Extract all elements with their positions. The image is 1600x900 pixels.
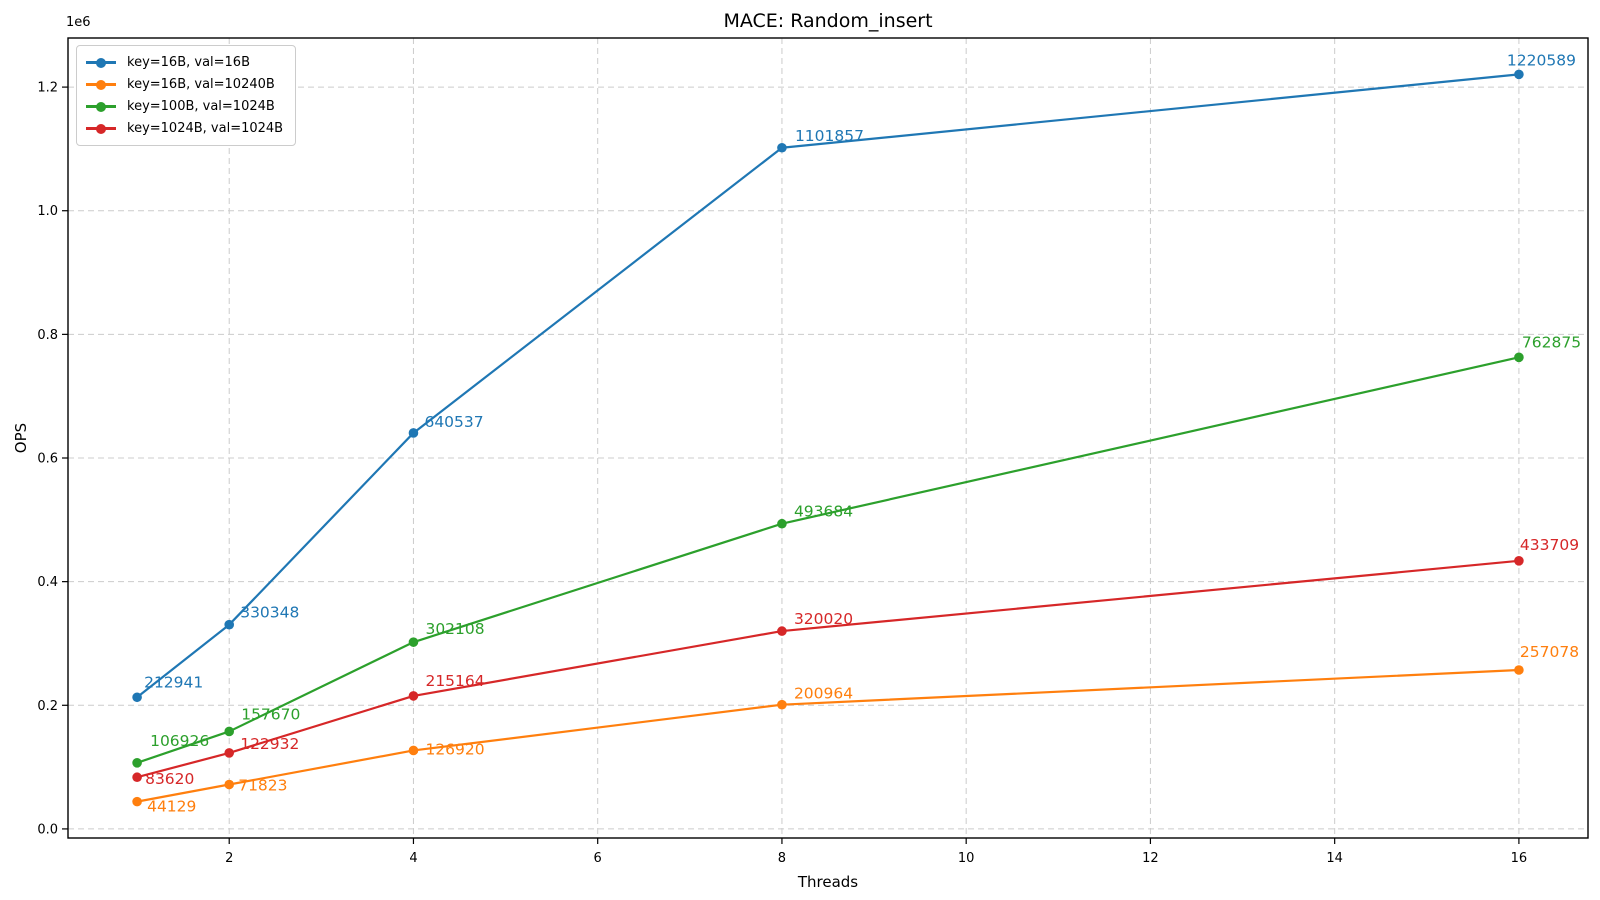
- data-point-label: 106926: [150, 732, 209, 750]
- legend-item: key=16B, val=10240B: [86, 75, 283, 94]
- y-axis-offset-label: 1e6: [66, 15, 91, 30]
- data-point-label: 762875: [1522, 333, 1581, 351]
- data-point-label: 71823: [238, 777, 287, 795]
- legend-line-icon: [86, 123, 116, 134]
- legend-item-label: key=1024B, val=1024B: [127, 121, 284, 136]
- data-point-marker: [408, 637, 419, 647]
- legend-item-label: key=100B, val=1024B: [127, 99, 275, 114]
- data-point-label: 330348: [240, 604, 299, 622]
- y-tick-label: 1.0: [37, 204, 58, 219]
- legend-marker-icon: [96, 79, 106, 90]
- data-point-marker: [1514, 69, 1524, 80]
- data-point-marker: [132, 772, 142, 783]
- legend-item: key=100B, val=1024B: [86, 97, 283, 116]
- legend-item: key=16B, val=16B: [86, 53, 283, 72]
- plot-border: [67, 37, 1589, 839]
- data-point-label: 1101857: [795, 127, 864, 145]
- data-point-marker: [224, 726, 235, 737]
- x-tick-label: 8: [778, 851, 786, 866]
- legend-marker-icon: [96, 57, 106, 68]
- legend-marker-icon: [96, 101, 106, 112]
- y-tick-label: 0.6: [37, 452, 58, 467]
- data-point-label: 122932: [240, 735, 299, 753]
- x-tick-label: 16: [1511, 851, 1528, 866]
- x-tick-label: 6: [594, 851, 602, 866]
- y-axis-label: OPS: [12, 422, 30, 454]
- data-point-marker: [224, 748, 235, 758]
- legend-line-icon: [86, 79, 116, 90]
- data-point-label: 493684: [794, 503, 853, 521]
- legend-marker-icon: [96, 123, 106, 134]
- data-point-label: 126920: [425, 740, 484, 758]
- x-tick-label: 10: [958, 851, 975, 866]
- data-point-label: 640537: [424, 413, 483, 431]
- x-axis-label: Threads: [797, 873, 859, 891]
- data-point-label: 44129: [147, 798, 196, 816]
- data-point-label: 215164: [425, 672, 484, 690]
- data-point-marker: [1514, 556, 1524, 566]
- data-point-marker: [408, 428, 419, 438]
- series-line: [136, 559, 1520, 779]
- legend-item-label: key=16B, val=16B: [127, 55, 250, 70]
- x-tick-label: 14: [1326, 851, 1343, 866]
- data-point-label: 212941: [144, 673, 203, 691]
- data-point-label: 1220589: [1507, 51, 1576, 69]
- y-tick-label: 0.0: [37, 822, 58, 837]
- data-point-marker: [1514, 352, 1524, 363]
- y-tick-label: 0.2: [37, 699, 58, 714]
- legend-line-icon: [86, 57, 116, 68]
- data-point-marker: [408, 691, 419, 701]
- data-point-marker: [777, 626, 787, 636]
- data-point-marker: [224, 619, 235, 630]
- x-tick-label: 2: [225, 851, 233, 866]
- x-tick-label: 12: [1142, 851, 1159, 866]
- data-point-label: 320020: [794, 610, 853, 628]
- data-point-marker: [224, 779, 235, 790]
- legend-item: key=1024B, val=1024B: [86, 119, 283, 138]
- x-tick-label: 4: [409, 851, 417, 866]
- data-point-marker: [408, 745, 419, 756]
- chart-title: MACE: Random_insert: [723, 10, 933, 32]
- legend-item-label: key=16B, val=10240B: [127, 77, 275, 92]
- y-tick-label: 0.4: [37, 575, 58, 590]
- y-tick-label: 1.2: [37, 81, 58, 96]
- data-point-marker: [1514, 665, 1524, 675]
- data-point-label: 302108: [425, 620, 484, 638]
- data-point-marker: [777, 518, 787, 529]
- data-point-marker: [132, 758, 142, 768]
- series-line: [136, 73, 1520, 699]
- legend: key=16B, val=16B key=16B, val=10240B key=1…: [76, 45, 297, 146]
- data-point-marker: [132, 692, 142, 703]
- data-point-marker: [777, 142, 787, 153]
- data-point-label: 157670: [241, 705, 300, 723]
- data-point-marker: [132, 796, 142, 807]
- data-point-label: 200964: [794, 685, 853, 703]
- data-point-label: 83620: [145, 770, 194, 788]
- data-point-marker: [777, 699, 787, 710]
- y-tick-label: 0.8: [37, 328, 58, 343]
- data-point-label: 257078: [1520, 643, 1579, 661]
- legend-line-icon: [86, 101, 116, 112]
- data-point-label: 433709: [1520, 536, 1579, 554]
